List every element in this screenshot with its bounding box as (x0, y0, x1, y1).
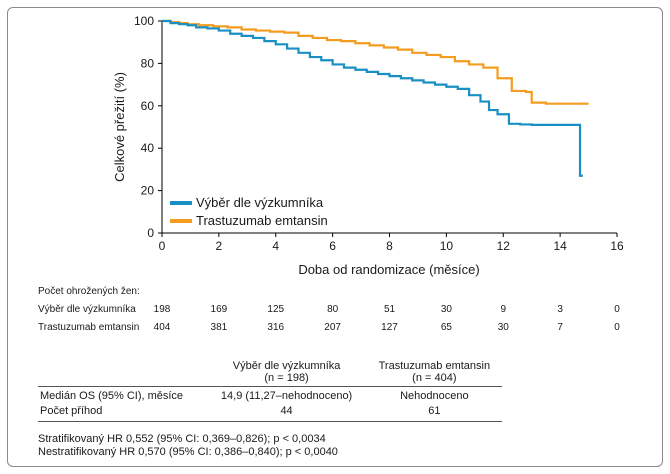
summary-col-b-header: Trastuzumab emtansin (n = 404) (378, 360, 491, 384)
series-line-investigator-choice (162, 19, 583, 177)
x-tick-label: 14 (553, 239, 567, 253)
summary-cell-b: Nehodnoceno (366, 386, 502, 404)
risk-count: 7 (557, 322, 563, 333)
x-tick-label: 12 (497, 239, 511, 253)
footnotes: Stratifikovaný HR 0,552 (95% CI: 0,369–0… (38, 433, 338, 459)
footnote-unstratified-hr: Nestratifikovaný HR 0,570 (95% CI: 0,386… (38, 446, 338, 458)
table-row: Počet příhod 44 61 (38, 404, 502, 422)
series-line-trastuzumab-emtansine (162, 19, 589, 105)
risk-count: 80 (327, 304, 339, 315)
y-tick-label: 40 (141, 141, 155, 155)
figure-frame (7, 7, 663, 467)
table-row: Medián OS (95% CI), měsíce 14,9 (11,27–n… (38, 386, 502, 404)
footnote-stratified-hr: Stratifikovaný HR 0,552 (95% CI: 0,369–0… (38, 433, 326, 445)
chart-curves (162, 19, 589, 177)
summary-row-label: Medián OS (95% CI), měsíce (38, 386, 207, 404)
legend-label-series-a: Výběr dle výzkumníka (196, 195, 324, 210)
risk-count: 51 (383, 304, 396, 315)
risk-row-label-a: Výběr dle výzkumníka (38, 304, 136, 315)
y-tick-label: 80 (141, 56, 155, 70)
x-tick-label: 6 (329, 239, 336, 253)
risk-count: 404 (153, 322, 171, 333)
y-axis-label: Celkové přežití (%) (112, 72, 127, 182)
y-tick-label: 60 (141, 99, 155, 113)
chart-ticks: 0 2 4 6 8 10 12 14 16 0 20 40 60 80 100 (134, 14, 624, 253)
risk-count: 207 (324, 322, 341, 333)
summary-col-a-header: Výběr dle výzkumníka (n = 198) (232, 360, 341, 384)
y-tick-label: 20 (141, 184, 155, 198)
x-tick-label: 0 (159, 239, 166, 253)
risk-count: 0 (614, 322, 620, 333)
chart-legend: Výběr dle výzkumníka Trastuzumab emtansi… (170, 195, 328, 228)
risk-count: 30 (440, 304, 452, 315)
summary-cell-a: 44 (280, 405, 293, 417)
risk-count: 65 (440, 322, 452, 333)
summary-row-label: Počet příhod (40, 405, 103, 417)
risk-table-title: Počet ohrožených žen: (38, 286, 140, 297)
summary-cell-b: 61 (428, 405, 441, 417)
risk-count: 30 (497, 322, 509, 333)
x-tick-label: 16 (610, 239, 624, 253)
risk-count: 381 (210, 322, 228, 333)
risk-count: 0 (614, 304, 620, 315)
risk-count: 3 (557, 304, 563, 315)
summary-table: Výběr dle výzkumníka (n = 198) Trastuzuma… (38, 359, 502, 422)
risk-count: 198 (153, 304, 171, 315)
x-tick-label: 8 (386, 239, 393, 253)
risk-count: 125 (267, 304, 285, 315)
y-tick-label: 100 (134, 14, 154, 28)
x-tick-label: 10 (440, 239, 454, 253)
risk-count: 127 (381, 322, 398, 333)
risk-count: 169 (210, 304, 228, 315)
legend-label-series-b: Trastuzumab emtansin (196, 213, 328, 228)
x-tick-label: 4 (272, 239, 279, 253)
risk-count: 9 (500, 304, 507, 315)
x-tick-label: 2 (216, 239, 223, 253)
summary-cell-a: 14,9 (11,27–nehodnoceno) (206, 386, 367, 404)
y-tick-label: 0 (147, 226, 154, 240)
risk-count: 316 (267, 322, 285, 333)
x-axis-label: Doba od randomizace (měsíce) (298, 262, 479, 277)
risk-row-label-b: Trastuzumab emtansin (38, 322, 140, 333)
